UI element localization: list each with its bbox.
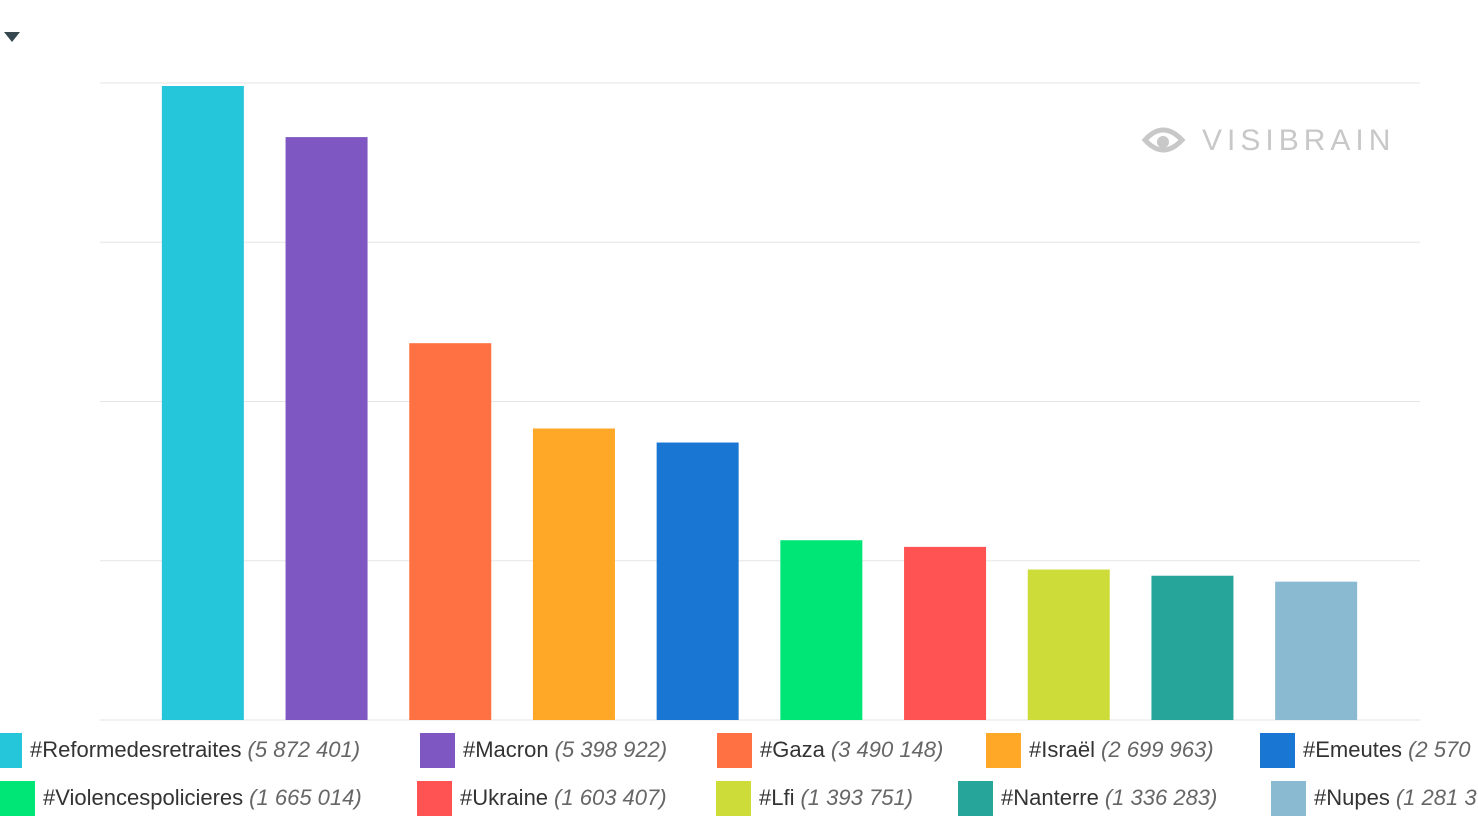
legend-label: #Nupes (1 281 3 — [1314, 785, 1477, 810]
legend-swatch — [1271, 781, 1306, 816]
legend-name: #Reformedesretraites — [30, 737, 242, 762]
legend-value: (2 699 963) — [1101, 737, 1214, 762]
legend-item[interactable]: #Nanterre (1 336 283) — [958, 781, 1217, 816]
legend-swatch — [417, 781, 452, 816]
legend-name: #Nanterre — [1001, 785, 1099, 810]
legend-swatch — [0, 733, 22, 768]
legend-item[interactable]: #Emeutes (2 570 — [1260, 733, 1471, 768]
legend-value: (1 336 283) — [1105, 785, 1218, 810]
legend-label: #Emeutes (2 570 — [1303, 737, 1471, 762]
legend-label: #Lfi (1 393 751) — [759, 785, 913, 810]
bar — [656, 442, 739, 720]
legend-swatch — [716, 781, 751, 816]
legend-label: #Ukraine (1 603 407) — [460, 785, 667, 810]
legend-item[interactable]: #Israël (2 699 963) — [986, 733, 1214, 768]
legend-name: #Israël — [1029, 737, 1095, 762]
legend-item[interactable]: #Ukraine (1 603 407) — [417, 781, 667, 816]
bar — [904, 546, 987, 720]
legend-item[interactable]: #Macron (5 398 922) — [420, 733, 667, 768]
legend-name: #Macron — [463, 737, 549, 762]
legend-value: (1 665 014) — [249, 785, 362, 810]
legend-name: #Lfi — [759, 785, 794, 810]
legend-item[interactable]: #Nupes (1 281 3 — [1271, 781, 1477, 816]
legend-name: #Violencespolicieres — [43, 785, 243, 810]
bar — [532, 428, 615, 720]
legend-label: #Nanterre (1 336 283) — [1001, 785, 1217, 810]
legend-item[interactable]: #Lfi (1 393 751) — [716, 781, 913, 816]
legend-swatch — [958, 781, 993, 816]
watermark-logo — [1141, 127, 1186, 153]
legend-label: #Violencespolicieres (1 665 014) — [43, 785, 362, 810]
legend-value: (1 281 3 — [1396, 785, 1477, 810]
legend-name: #Ukraine — [460, 785, 548, 810]
bar — [780, 540, 863, 720]
legend-swatch — [420, 733, 455, 768]
bar — [285, 137, 368, 721]
legend-value: (1 603 407) — [554, 785, 667, 810]
legend-value: (1 393 751) — [800, 785, 913, 810]
legend-name: #Nupes — [1314, 785, 1390, 810]
legend-item[interactable]: #Violencespolicieres (1 665 014) — [0, 781, 362, 816]
legend-label: #Macron (5 398 922) — [463, 737, 667, 762]
legend-item[interactable]: #Reformedesretraites (5 872 401) — [0, 733, 360, 768]
bar — [1151, 575, 1234, 720]
bar — [1275, 581, 1358, 720]
bar — [409, 343, 492, 720]
bar — [1027, 569, 1110, 720]
menu-toggle[interactable] — [4, 32, 20, 42]
legend-value: (5 398 922) — [555, 737, 668, 762]
legend-swatch — [717, 733, 752, 768]
legend-value: (5 872 401) — [248, 737, 361, 762]
legend-name: #Emeutes — [1303, 737, 1402, 762]
legend-swatch — [1260, 733, 1295, 768]
legend-swatch — [0, 781, 35, 816]
legend-name: #Gaza — [760, 737, 826, 762]
legend-label: #Reformedesretraites (5 872 401) — [30, 737, 360, 762]
legend-value: (2 570 — [1408, 737, 1471, 762]
watermark: VISIBRAIN — [1202, 124, 1395, 157]
legend-label: #Israël (2 699 963) — [1029, 737, 1214, 762]
legend-label: #Gaza (3 490 148) — [760, 737, 943, 762]
legend-item[interactable]: #Gaza (3 490 148) — [717, 733, 943, 768]
legend-value: (3 490 148) — [831, 737, 944, 762]
legend-swatch — [986, 733, 1021, 768]
bar — [161, 85, 244, 721]
